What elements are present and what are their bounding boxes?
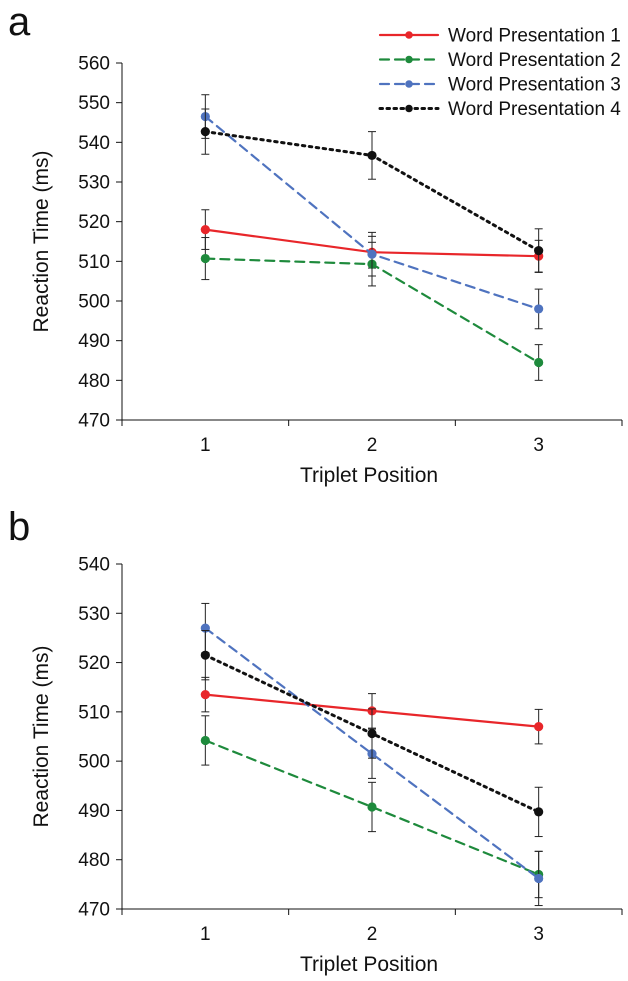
y-tick-label: 520 (78, 653, 110, 674)
legend-label: Word Presentation 1 (448, 26, 621, 47)
x-axis-title: Triplet Position (300, 953, 438, 976)
y-tick-label: 540 (78, 555, 110, 576)
legend-marker (405, 31, 413, 39)
data-point (534, 357, 544, 368)
y-tick-label: 470 (78, 411, 110, 432)
y-tick-label: 550 (78, 93, 110, 114)
x-axis-title: Triplet Position (300, 464, 438, 487)
legend-marker (405, 80, 413, 88)
panel-label: b (8, 505, 30, 549)
data-point (534, 873, 544, 884)
y-tick-label: 470 (78, 900, 110, 921)
y-tick-label: 530 (78, 173, 110, 194)
legend-label: Word Presentation 2 (448, 50, 621, 71)
series-3 (200, 94, 544, 330)
legend-label: Word Presentation 3 (448, 75, 621, 96)
data-point (200, 650, 210, 660)
panel-a: a 470 480 490 500 510 520 530 540 550 560 1 2 3 Triple… (8, 0, 623, 487)
y-tick-label: 510 (78, 702, 110, 723)
x-tick-label: 2 (367, 924, 378, 945)
y-axis-title: Reaction Time (ms) (30, 645, 53, 827)
legend: Word Presentation 1 Word Presentation 2 Wo… (378, 26, 621, 120)
y-tick-label: 480 (78, 850, 110, 871)
data-point (367, 249, 377, 259)
y-axis-title: Reaction Time (ms) (30, 150, 53, 332)
y-tick-label: 560 (78, 54, 110, 75)
data-point (367, 728, 377, 739)
y-tick-label: 480 (78, 371, 110, 392)
panel-label: a (8, 0, 31, 44)
y-tick-label: 490 (78, 801, 110, 822)
data-point (200, 225, 210, 235)
y-tick-label: 500 (78, 752, 110, 773)
x-tick-label: 1 (200, 435, 211, 456)
y-tick-label: 530 (78, 604, 110, 625)
y-tick-label: 510 (78, 252, 110, 273)
y-tick-label: 520 (78, 212, 110, 233)
x-tick-label: 3 (533, 435, 544, 456)
data-point (200, 690, 210, 700)
data-point (200, 735, 210, 746)
y-tick-label: 540 (78, 133, 110, 154)
data-point (534, 807, 544, 817)
data-point (534, 304, 544, 314)
data-point (534, 246, 544, 256)
data-point (534, 722, 544, 732)
y-tick-label: 490 (78, 331, 110, 352)
series-4 (200, 630, 544, 838)
x-tick-label: 2 (367, 435, 378, 456)
data-point (200, 127, 210, 137)
x-tick-label: 1 (200, 924, 211, 945)
data-point (367, 802, 377, 812)
series-4 (200, 108, 544, 273)
legend-marker (405, 55, 413, 64)
data-point (367, 150, 377, 161)
legend-label: Word Presentation 4 (448, 99, 621, 120)
legend-marker (405, 104, 413, 113)
series-line (204, 626, 540, 880)
y-tick-label: 500 (78, 292, 110, 313)
data-point (200, 253, 210, 264)
panel-b: b 470 480 490 500 510 520 530 540 1 2 3 Triplet Posi… (8, 505, 623, 976)
x-tick-label: 3 (533, 924, 544, 945)
